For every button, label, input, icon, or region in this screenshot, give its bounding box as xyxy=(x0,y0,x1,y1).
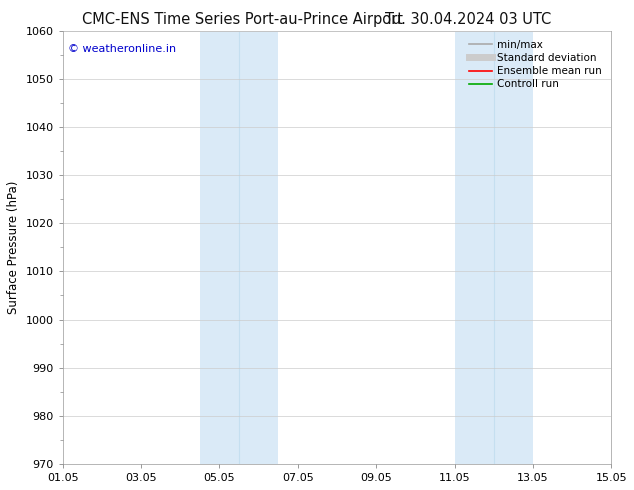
Text: CMC-ENS Time Series Port-au-Prince Airport: CMC-ENS Time Series Port-au-Prince Airpo… xyxy=(82,12,403,27)
Bar xyxy=(200,30,278,464)
Legend: min/max, Standard deviation, Ensemble mean run, Controll run: min/max, Standard deviation, Ensemble me… xyxy=(465,36,606,94)
Text: © weatheronline.in: © weatheronline.in xyxy=(68,44,176,53)
Bar xyxy=(455,30,533,464)
Y-axis label: Surface Pressure (hPa): Surface Pressure (hPa) xyxy=(7,181,20,314)
Text: Tu. 30.04.2024 03 UTC: Tu. 30.04.2024 03 UTC xyxy=(385,12,552,27)
